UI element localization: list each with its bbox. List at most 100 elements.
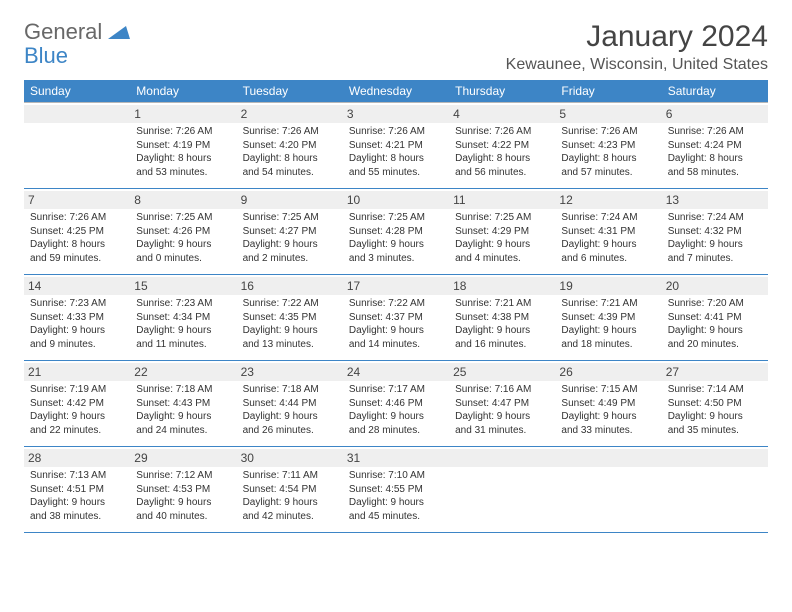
daylight1-text: Daylight: 8 hours	[349, 152, 443, 166]
title-block: January 2024 Kewaunee, Wisconsin, United…	[506, 20, 768, 74]
dow-thu: Thursday	[449, 80, 555, 103]
day-detail: Sunrise: 7:25 AMSunset: 4:27 PMDaylight:…	[243, 211, 337, 265]
day-detail: Sunrise: 7:13 AMSunset: 4:51 PMDaylight:…	[30, 469, 124, 523]
day-cell: 12Sunrise: 7:24 AMSunset: 4:31 PMDayligh…	[555, 189, 661, 275]
daylight1-text: Daylight: 9 hours	[136, 410, 230, 424]
day-number: 8	[130, 191, 236, 209]
dow-row: Sunday Monday Tuesday Wednesday Thursday…	[24, 80, 768, 103]
day-number: 16	[237, 277, 343, 295]
day-detail: Sunrise: 7:19 AMSunset: 4:42 PMDaylight:…	[30, 383, 124, 437]
daylight2-text: and 16 minutes.	[455, 338, 549, 352]
daylight2-text: and 45 minutes.	[349, 510, 443, 524]
day-cell: 3Sunrise: 7:26 AMSunset: 4:21 PMDaylight…	[343, 103, 449, 189]
day-detail: Sunrise: 7:22 AMSunset: 4:35 PMDaylight:…	[243, 297, 337, 351]
day-cell: 25Sunrise: 7:16 AMSunset: 4:47 PMDayligh…	[449, 361, 555, 447]
daylight2-text: and 58 minutes.	[668, 166, 762, 180]
daylight1-text: Daylight: 9 hours	[136, 324, 230, 338]
sunrise-text: Sunrise: 7:19 AM	[30, 383, 124, 397]
dow-fri: Friday	[555, 80, 661, 103]
day-number: 19	[555, 277, 661, 295]
sunset-text: Sunset: 4:24 PM	[668, 139, 762, 153]
month-title: January 2024	[506, 20, 768, 54]
daylight1-text: Daylight: 9 hours	[561, 324, 655, 338]
day-cell: 28Sunrise: 7:13 AMSunset: 4:51 PMDayligh…	[24, 447, 130, 533]
daylight2-text: and 40 minutes.	[136, 510, 230, 524]
day-number: 11	[449, 191, 555, 209]
daylight2-text: and 6 minutes.	[561, 252, 655, 266]
sunrise-text: Sunrise: 7:23 AM	[30, 297, 124, 311]
day-detail: Sunrise: 7:24 AMSunset: 4:32 PMDaylight:…	[668, 211, 762, 265]
day-number	[662, 449, 768, 467]
sunset-text: Sunset: 4:53 PM	[136, 483, 230, 497]
sunset-text: Sunset: 4:29 PM	[455, 225, 549, 239]
calendar-body: 1Sunrise: 7:26 AMSunset: 4:19 PMDaylight…	[24, 103, 768, 533]
sunrise-text: Sunrise: 7:25 AM	[455, 211, 549, 225]
sunset-text: Sunset: 4:41 PM	[668, 311, 762, 325]
sunrise-text: Sunrise: 7:18 AM	[136, 383, 230, 397]
daylight2-text: and 57 minutes.	[561, 166, 655, 180]
sunrise-text: Sunrise: 7:21 AM	[455, 297, 549, 311]
day-number: 27	[662, 363, 768, 381]
day-number: 6	[662, 105, 768, 123]
daylight1-text: Daylight: 9 hours	[136, 496, 230, 510]
location: Kewaunee, Wisconsin, United States	[506, 56, 768, 74]
day-number: 2	[237, 105, 343, 123]
day-cell: 8 Sunrise: 7:25 AMSunset: 4:26 PMDaylight…	[130, 189, 236, 275]
day-number: 18	[449, 277, 555, 295]
day-detail: Sunrise: 7:18 AMSunset: 4:43 PMDaylight:…	[136, 383, 230, 437]
week-row: 1Sunrise: 7:26 AMSunset: 4:19 PMDaylight…	[24, 103, 768, 189]
sunrise-text: Sunrise: 7:15 AM	[561, 383, 655, 397]
daylight2-text: and 11 minutes.	[136, 338, 230, 352]
day-number: 30	[237, 449, 343, 467]
day-cell: 22Sunrise: 7:18 AMSunset: 4:43 PMDayligh…	[130, 361, 236, 447]
logo-text: General Blue	[24, 20, 130, 68]
sunrise-text: Sunrise: 7:24 AM	[668, 211, 762, 225]
daylight1-text: Daylight: 8 hours	[30, 238, 124, 252]
week-row: 14Sunrise: 7:23 AMSunset: 4:33 PMDayligh…	[24, 275, 768, 361]
daylight2-text: and 31 minutes.	[455, 424, 549, 438]
daylight1-text: Daylight: 8 hours	[668, 152, 762, 166]
day-detail: Sunrise: 7:20 AMSunset: 4:41 PMDaylight:…	[668, 297, 762, 351]
logo: General Blue	[24, 20, 130, 68]
daylight1-text: Daylight: 9 hours	[668, 324, 762, 338]
sunrise-text: Sunrise: 7:26 AM	[455, 125, 549, 139]
daylight1-text: Daylight: 9 hours	[349, 238, 443, 252]
day-number: 24	[343, 363, 449, 381]
logo-line2: Blue	[24, 43, 68, 68]
sunset-text: Sunset: 4:55 PM	[349, 483, 443, 497]
day-detail: Sunrise: 7:25 AMSunset: 4:26 PMDaylight:…	[136, 211, 230, 265]
day-cell: 2Sunrise: 7:26 AMSunset: 4:20 PMDaylight…	[237, 103, 343, 189]
sunset-text: Sunset: 4:35 PM	[243, 311, 337, 325]
daylight1-text: Daylight: 9 hours	[455, 238, 549, 252]
daylight2-text: and 22 minutes.	[30, 424, 124, 438]
day-number	[24, 105, 130, 123]
daylight2-text: and 3 minutes.	[349, 252, 443, 266]
sunset-text: Sunset: 4:49 PM	[561, 397, 655, 411]
sunset-text: Sunset: 4:33 PM	[30, 311, 124, 325]
header: General Blue January 2024 Kewaunee, Wisc…	[24, 20, 768, 74]
sunset-text: Sunset: 4:42 PM	[30, 397, 124, 411]
sunrise-text: Sunrise: 7:10 AM	[349, 469, 443, 483]
day-detail: Sunrise: 7:12 AMSunset: 4:53 PMDaylight:…	[136, 469, 230, 523]
day-cell	[24, 103, 130, 189]
day-cell	[555, 447, 661, 533]
daylight1-text: Daylight: 9 hours	[561, 238, 655, 252]
day-detail: Sunrise: 7:25 AMSunset: 4:29 PMDaylight:…	[455, 211, 549, 265]
daylight2-text: and 56 minutes.	[455, 166, 549, 180]
daylight1-text: Daylight: 9 hours	[349, 324, 443, 338]
day-detail: Sunrise: 7:14 AMSunset: 4:50 PMDaylight:…	[668, 383, 762, 437]
day-cell: 13 Sunrise: 7:24 AMSunset: 4:32 PMDayligh…	[662, 189, 768, 275]
dow-sun: Sunday	[24, 80, 130, 103]
day-detail: Sunrise: 7:23 AMSunset: 4:34 PMDaylight:…	[136, 297, 230, 351]
week-row: 21Sunrise: 7:19 AMSunset: 4:42 PMDayligh…	[24, 361, 768, 447]
day-detail: Sunrise: 7:23 AMSunset: 4:33 PMDaylight:…	[30, 297, 124, 351]
daylight1-text: Daylight: 9 hours	[136, 238, 230, 252]
day-number: 13	[662, 191, 768, 209]
page: General Blue January 2024 Kewaunee, Wisc…	[0, 0, 792, 553]
day-number: 23	[237, 363, 343, 381]
daylight1-text: Daylight: 9 hours	[561, 410, 655, 424]
sunset-text: Sunset: 4:43 PM	[136, 397, 230, 411]
daylight2-text: and 59 minutes.	[30, 252, 124, 266]
daylight2-text: and 9 minutes.	[30, 338, 124, 352]
sunrise-text: Sunrise: 7:26 AM	[349, 125, 443, 139]
